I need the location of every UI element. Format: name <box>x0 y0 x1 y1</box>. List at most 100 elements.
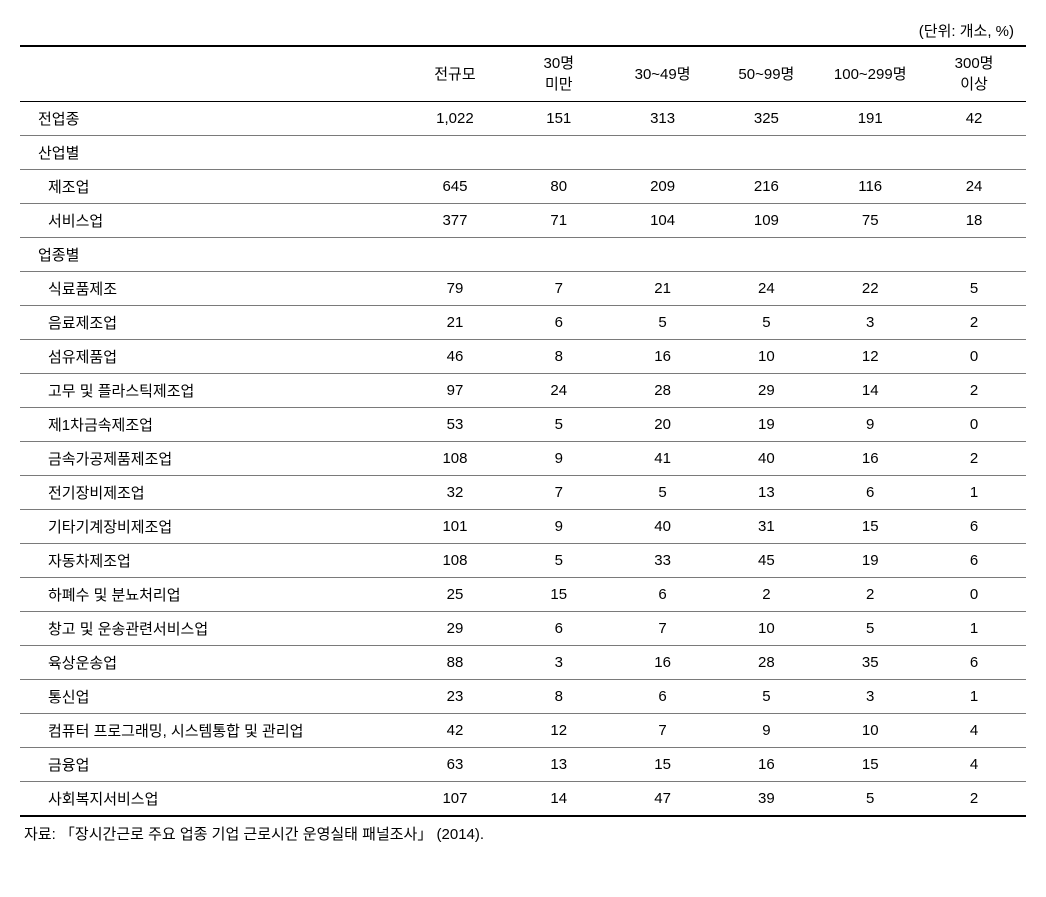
cell-value: 2 <box>714 578 818 612</box>
cell-value: 6 <box>507 612 611 646</box>
cell-value: 13 <box>507 748 611 782</box>
cell-value: 6 <box>611 680 715 714</box>
cell-value: 8 <box>507 680 611 714</box>
row-label: 음료제조업 <box>20 306 403 340</box>
cell-value: 5 <box>714 306 818 340</box>
table-row: 섬유제품업4681610120 <box>20 340 1026 374</box>
table-header-row: 전규모 30명미만 30~49명 50~99명 100~299명 300명이상 <box>20 46 1026 102</box>
col-header-100-299: 100~299명 <box>818 46 922 102</box>
cell-value: 15 <box>611 748 715 782</box>
col-header-50-99: 50~99명 <box>714 46 818 102</box>
cell-value <box>507 136 611 170</box>
cell-value: 6 <box>611 578 715 612</box>
cell-value: 4 <box>922 748 1026 782</box>
cell-value: 6 <box>922 646 1026 680</box>
cell-value: 0 <box>922 578 1026 612</box>
cell-value: 151 <box>507 102 611 136</box>
cell-value: 216 <box>714 170 818 204</box>
row-label: 전업종 <box>20 102 403 136</box>
table-row: 통신업2386531 <box>20 680 1026 714</box>
cell-value: 12 <box>507 714 611 748</box>
cell-value <box>922 136 1026 170</box>
table-row: 전업종1,02215131332519142 <box>20 102 1026 136</box>
cell-value: 5 <box>611 306 715 340</box>
table-row: 전기장비제조업32751361 <box>20 476 1026 510</box>
cell-value: 10 <box>714 340 818 374</box>
row-label: 전기장비제조업 <box>20 476 403 510</box>
cell-value: 31 <box>714 510 818 544</box>
table-row: 제조업6458020921611624 <box>20 170 1026 204</box>
cell-value: 377 <box>403 204 507 238</box>
row-label: 기타기계장비제조업 <box>20 510 403 544</box>
cell-value <box>403 136 507 170</box>
cell-value: 14 <box>818 374 922 408</box>
source-note: 자료: 「장시간근로 주요 업종 기업 근로시간 운영실태 패널조사」 (201… <box>20 823 1026 844</box>
cell-value <box>611 238 715 272</box>
table-row: 서비스업377711041097518 <box>20 204 1026 238</box>
cell-value: 80 <box>507 170 611 204</box>
cell-value: 47 <box>611 782 715 817</box>
table-row: 음료제조업2165532 <box>20 306 1026 340</box>
table-body: 전업종1,02215131332519142산업별제조업645802092161… <box>20 102 1026 817</box>
cell-value: 2 <box>922 442 1026 476</box>
cell-value: 5 <box>818 782 922 817</box>
cell-value: 191 <box>818 102 922 136</box>
row-label: 하폐수 및 분뇨처리업 <box>20 578 403 612</box>
row-label: 자동차제조업 <box>20 544 403 578</box>
cell-value: 6 <box>922 544 1026 578</box>
cell-value: 24 <box>922 170 1026 204</box>
cell-value: 13 <box>714 476 818 510</box>
cell-value: 29 <box>403 612 507 646</box>
cell-value <box>403 238 507 272</box>
cell-value: 14 <box>507 782 611 817</box>
col-header-blank <box>20 46 403 102</box>
cell-value: 1 <box>922 680 1026 714</box>
cell-value: 97 <box>403 374 507 408</box>
row-label: 고무 및 플라스틱제조업 <box>20 374 403 408</box>
cell-value: 21 <box>403 306 507 340</box>
cell-value: 2 <box>922 306 1026 340</box>
cell-value: 32 <box>403 476 507 510</box>
cell-value <box>818 238 922 272</box>
table-row: 업종별 <box>20 238 1026 272</box>
cell-value: 71 <box>507 204 611 238</box>
table-row: 컴퓨터 프로그래밍, 시스템통합 및 관리업421279104 <box>20 714 1026 748</box>
table-row: 사회복지서비스업10714473952 <box>20 782 1026 817</box>
cell-value: 4 <box>922 714 1026 748</box>
cell-value: 116 <box>818 170 922 204</box>
cell-value: 5 <box>611 476 715 510</box>
cell-value: 7 <box>611 714 715 748</box>
cell-value <box>611 136 715 170</box>
col-header-30-49: 30~49명 <box>611 46 715 102</box>
cell-value: 39 <box>714 782 818 817</box>
cell-value: 108 <box>403 442 507 476</box>
cell-value: 0 <box>922 340 1026 374</box>
cell-value: 107 <box>403 782 507 817</box>
row-label: 섬유제품업 <box>20 340 403 374</box>
cell-value: 22 <box>818 272 922 306</box>
cell-value: 24 <box>714 272 818 306</box>
cell-value: 313 <box>611 102 715 136</box>
cell-value: 2 <box>922 782 1026 817</box>
table-row: 식료품제조7972124225 <box>20 272 1026 306</box>
row-label: 서비스업 <box>20 204 403 238</box>
cell-value: 25 <box>403 578 507 612</box>
cell-value: 15 <box>818 748 922 782</box>
cell-value: 101 <box>403 510 507 544</box>
cell-value: 6 <box>818 476 922 510</box>
cell-value: 28 <box>611 374 715 408</box>
cell-value: 3 <box>818 680 922 714</box>
cell-value: 28 <box>714 646 818 680</box>
cell-value: 8 <box>507 340 611 374</box>
cell-value: 19 <box>818 544 922 578</box>
cell-value: 24 <box>507 374 611 408</box>
cell-value: 20 <box>611 408 715 442</box>
table-row: 육상운송업8831628356 <box>20 646 1026 680</box>
cell-value: 1 <box>922 476 1026 510</box>
table-row: 고무 및 플라스틱제조업97242829142 <box>20 374 1026 408</box>
cell-value: 29 <box>714 374 818 408</box>
cell-value: 16 <box>818 442 922 476</box>
cell-value: 10 <box>818 714 922 748</box>
cell-value: 5 <box>818 612 922 646</box>
cell-value: 35 <box>818 646 922 680</box>
